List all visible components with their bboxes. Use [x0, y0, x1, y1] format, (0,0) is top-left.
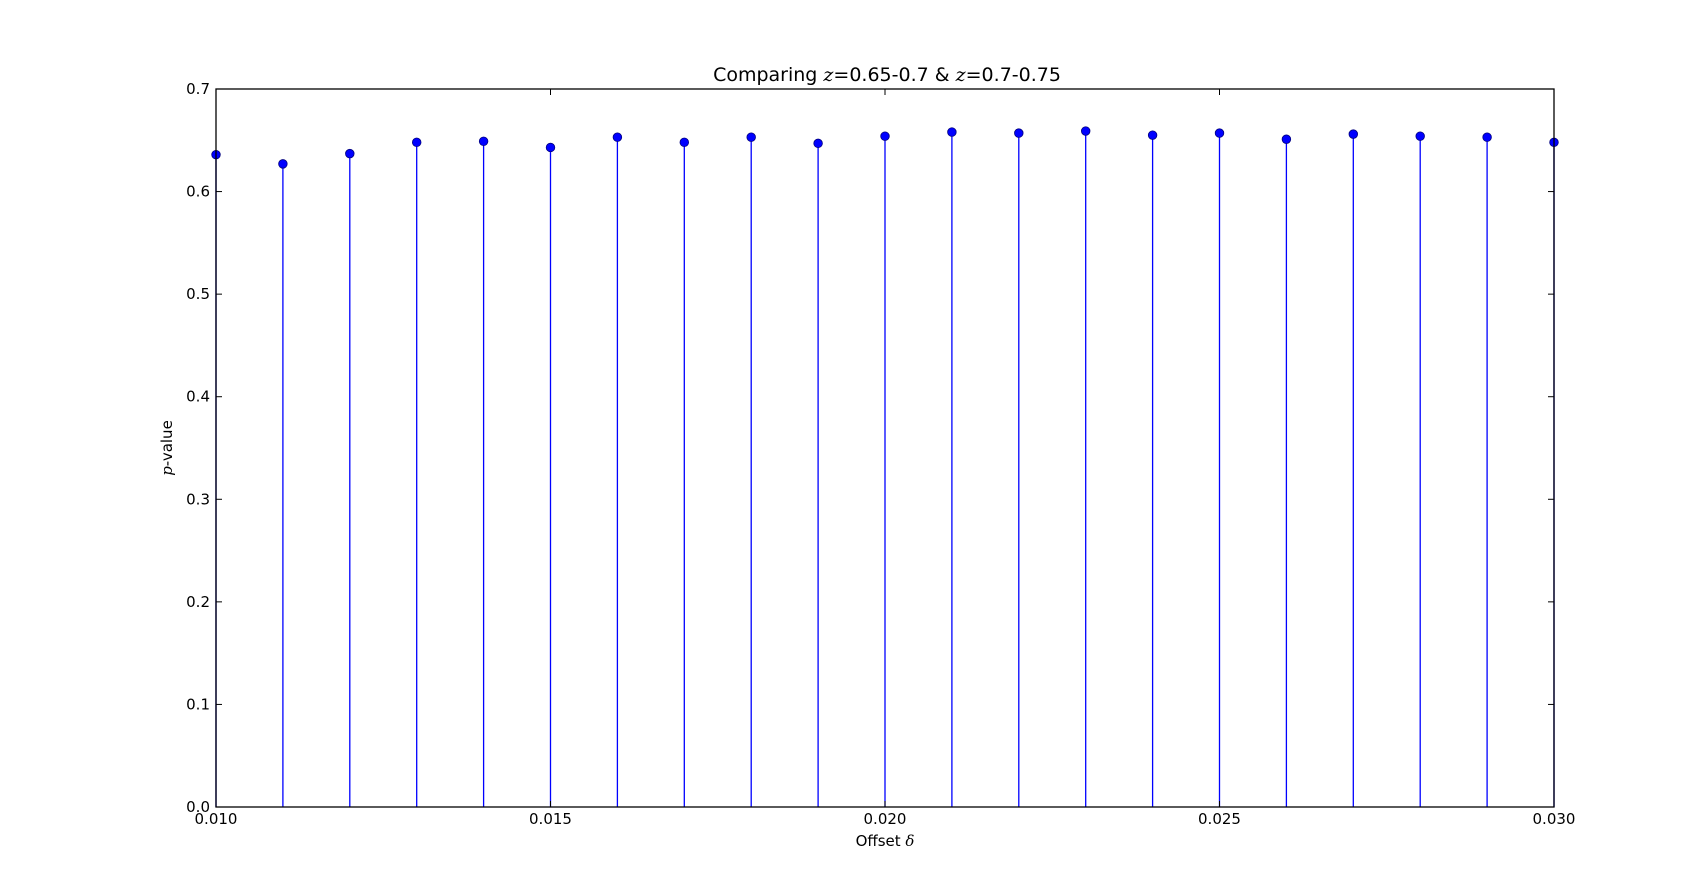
y-axis-ticks: 0.0 0.1 0.2 0.3 0.4 0.5 0.6 0.7 — [186, 80, 1554, 816]
stem-lines — [215, 131, 1555, 807]
stem-marker — [345, 148, 355, 159]
y-tick-label: 0.6 — [186, 183, 210, 201]
stem-marker — [1348, 129, 1359, 139]
x-tick-label: 0.025 — [1198, 810, 1241, 828]
y-tick-label: 0.1 — [186, 695, 210, 713]
x-axis-ticks: 0.010 0.015 0.020 0.025 0.030 — [195, 89, 1576, 828]
stem-marker — [1147, 130, 1158, 140]
x-tick-label: 0.015 — [529, 810, 572, 828]
y-tick-label: 0.7 — [186, 80, 210, 98]
y-tick-label: 0.4 — [186, 388, 210, 406]
stem-marker — [1214, 128, 1225, 138]
stem-marker — [813, 138, 823, 149]
stem-marker — [545, 142, 556, 153]
x-tick-label: 0.030 — [1533, 810, 1576, 828]
x-tick-label: 0.010 — [195, 810, 238, 828]
x-tick-label: 0.020 — [864, 810, 907, 828]
stem-marker — [612, 132, 623, 142]
stem-marker — [412, 137, 422, 148]
y-axis-label: p-value — [158, 420, 176, 476]
y-tick-label: 0.2 — [186, 593, 210, 611]
stem-marker — [880, 131, 890, 141]
chart-title: Comparing z=0.65-0.7 & z=0.7-0.75 — [713, 64, 1061, 86]
stem-marker — [1415, 131, 1425, 141]
y-tick-label: 0.0 — [186, 798, 210, 816]
stem-marker — [278, 159, 288, 169]
stem-marker — [679, 137, 690, 148]
x-axis-label: Offset δ — [856, 832, 915, 850]
stem-marker — [746, 132, 756, 142]
stem-marker — [947, 127, 957, 137]
stem-marker — [478, 136, 489, 147]
stem-marker — [1482, 132, 1492, 142]
y-tick-label: 0.3 — [186, 490, 210, 508]
stem-marker — [1080, 126, 1091, 136]
y-tick-label: 0.5 — [186, 285, 210, 303]
stem-marker — [1281, 134, 1292, 144]
stem-marker — [1014, 128, 1024, 138]
